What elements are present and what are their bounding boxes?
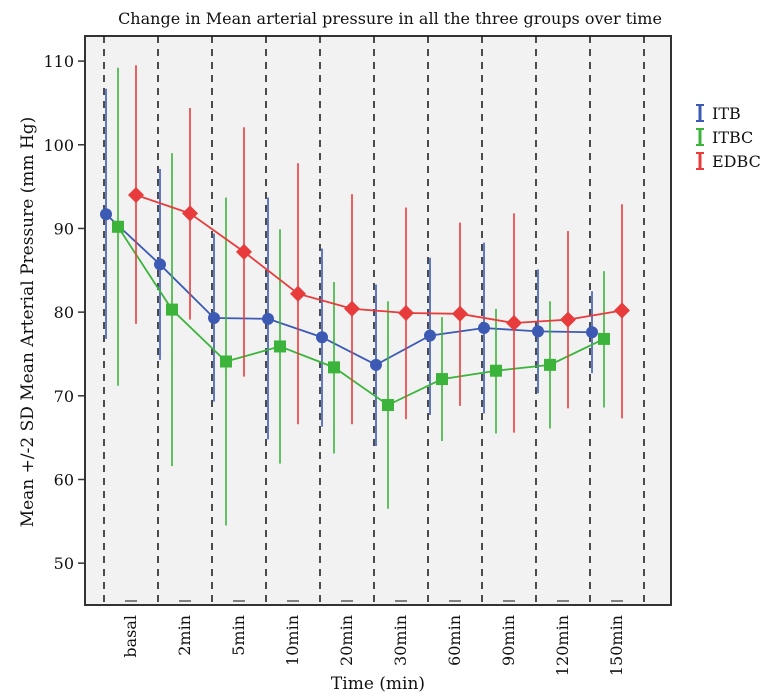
x-tick-label: 30min <box>391 615 410 666</box>
data-point <box>274 340 286 353</box>
y-tick-label: 110 <box>43 52 74 71</box>
series-itb <box>100 88 598 447</box>
y-tick-label: 50 <box>54 554 74 573</box>
data-point <box>236 243 252 260</box>
series-line <box>117 226 605 407</box>
x-tick-label: 150min <box>607 615 626 676</box>
data-point <box>532 325 544 338</box>
y-tick-label: 100 <box>43 136 74 155</box>
legend-item-itbc: ITBC <box>696 128 753 147</box>
series-itbc <box>112 67 610 526</box>
data-point <box>398 304 414 321</box>
time-separators <box>103 36 645 605</box>
data-point <box>182 205 198 222</box>
data-point <box>166 303 178 316</box>
y-tick-label: 90 <box>54 219 74 238</box>
data-point <box>344 300 360 317</box>
legend: ITB ITBC EDBC <box>696 104 761 171</box>
data-point <box>328 361 340 374</box>
data-point <box>560 311 576 328</box>
y-axis: 50 60 70 80 90 100 110 <box>43 52 85 573</box>
data-point <box>208 311 220 324</box>
chart-title: Change in Mean arterial pressure in all … <box>118 9 662 28</box>
x-tick-label: basal <box>121 615 140 658</box>
y-tick-label: 70 <box>54 387 74 406</box>
x-axis-label: Time (min) <box>331 674 425 694</box>
data-point <box>128 186 144 203</box>
data-point <box>112 220 124 233</box>
data-point <box>436 373 448 386</box>
legend-label: ITB <box>712 104 741 123</box>
series-line <box>105 213 593 366</box>
data-point <box>154 258 166 271</box>
data-point <box>614 302 630 319</box>
x-tick-label: 120min <box>553 615 572 676</box>
legend-item-edbc: EDBC <box>696 152 761 171</box>
x-tick-label: 10min <box>283 615 302 666</box>
y-axis-label: Mean +/-2 SD Mean Arterial Pressure (mm … <box>18 117 38 528</box>
series-line <box>135 194 623 324</box>
series-edbc <box>128 65 630 433</box>
x-tick-label: 90min <box>499 615 518 666</box>
data-point <box>316 331 328 344</box>
series-layer <box>100 65 630 526</box>
data-point <box>290 285 306 302</box>
x-tick-label: 20min <box>337 615 356 666</box>
data-point <box>598 332 610 345</box>
data-point <box>544 358 556 371</box>
legend-label: ITBC <box>712 128 753 147</box>
x-tick-label: 60min <box>445 615 464 666</box>
data-point <box>100 208 112 221</box>
data-point <box>586 326 598 339</box>
data-point <box>478 322 490 335</box>
legend-label: EDBC <box>712 152 761 171</box>
y-tick-label: 80 <box>54 303 74 322</box>
data-point <box>262 312 274 325</box>
data-point <box>490 364 502 377</box>
y-tick-label: 60 <box>54 470 74 489</box>
x-axis: basal 2min 5min 10min 20min 30min 60min 90min 12… <box>121 600 626 676</box>
x-tick-label: 5min <box>229 615 248 656</box>
x-tick-label: 2min <box>175 615 194 656</box>
data-point <box>452 305 468 322</box>
data-point <box>382 399 394 412</box>
data-point <box>424 329 436 342</box>
data-point <box>220 355 232 368</box>
data-point <box>370 358 382 371</box>
legend-item-itb: ITB <box>696 104 741 123</box>
data-point <box>506 315 522 332</box>
